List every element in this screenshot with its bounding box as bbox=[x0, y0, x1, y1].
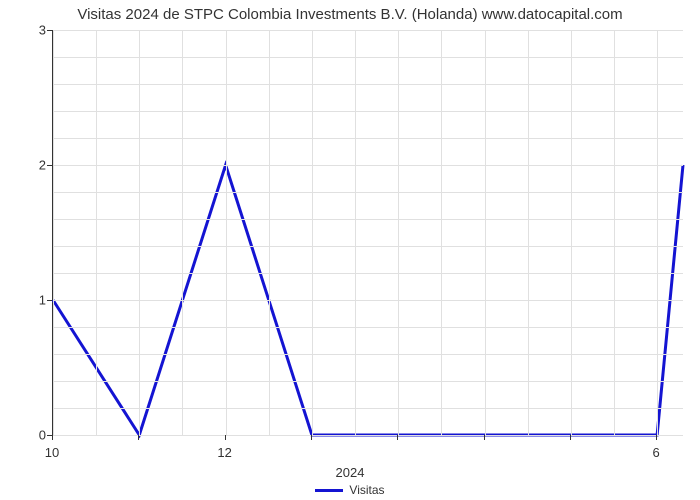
gridline-vertical bbox=[312, 30, 313, 435]
gridline-vertical bbox=[182, 30, 183, 435]
gridline-horizontal bbox=[53, 246, 683, 247]
gridline-vertical bbox=[355, 30, 356, 435]
x-tick bbox=[311, 435, 312, 440]
chart-title: Visitas 2024 de STPC Colombia Investment… bbox=[0, 6, 700, 23]
x-tick bbox=[656, 435, 657, 440]
legend-label: Visitas bbox=[349, 483, 384, 497]
gridline-horizontal bbox=[53, 354, 683, 355]
gridline-horizontal bbox=[53, 165, 683, 166]
gridline-vertical bbox=[528, 30, 529, 435]
gridline-vertical bbox=[571, 30, 572, 435]
gridline-vertical bbox=[657, 30, 658, 435]
gridline-vertical bbox=[614, 30, 615, 435]
gridline-horizontal bbox=[53, 84, 683, 85]
y-tick-label: 0 bbox=[39, 428, 46, 443]
gridline-vertical bbox=[96, 30, 97, 435]
gridline-vertical bbox=[441, 30, 442, 435]
x-tick bbox=[138, 435, 139, 440]
gridline-horizontal bbox=[53, 192, 683, 193]
y-tick-label: 1 bbox=[39, 293, 46, 308]
chart-container: Visitas 2024 de STPC Colombia Investment… bbox=[0, 0, 700, 500]
legend-line-swatch bbox=[315, 489, 343, 492]
x-tick-label: 12 bbox=[217, 445, 231, 460]
x-tick bbox=[570, 435, 571, 440]
gridline-vertical bbox=[485, 30, 486, 435]
gridline-horizontal bbox=[53, 327, 683, 328]
gridline-vertical bbox=[226, 30, 227, 435]
legend: Visitas bbox=[0, 483, 700, 497]
y-tick-label: 2 bbox=[39, 158, 46, 173]
gridline-horizontal bbox=[53, 408, 683, 409]
x-axis-title: 2024 bbox=[0, 465, 700, 480]
gridline-vertical bbox=[53, 30, 54, 435]
y-tick bbox=[47, 300, 52, 301]
line-path-svg bbox=[53, 30, 683, 435]
plot-area bbox=[52, 30, 683, 436]
y-tick-label: 3 bbox=[39, 23, 46, 38]
x-tick bbox=[225, 435, 226, 440]
x-tick bbox=[397, 435, 398, 440]
gridline-horizontal bbox=[53, 381, 683, 382]
gridline-vertical bbox=[139, 30, 140, 435]
x-tick-label: 6 bbox=[652, 445, 659, 460]
gridline-vertical bbox=[398, 30, 399, 435]
gridline-horizontal bbox=[53, 138, 683, 139]
gridline-horizontal bbox=[53, 435, 683, 436]
gridline-horizontal bbox=[53, 111, 683, 112]
y-tick bbox=[47, 165, 52, 166]
x-tick bbox=[484, 435, 485, 440]
gridline-horizontal bbox=[53, 30, 683, 31]
gridline-horizontal bbox=[53, 273, 683, 274]
y-tick bbox=[47, 30, 52, 31]
gridline-horizontal bbox=[53, 219, 683, 220]
gridline-horizontal bbox=[53, 300, 683, 301]
x-tick bbox=[52, 435, 53, 440]
gridline-vertical bbox=[269, 30, 270, 435]
gridline-horizontal bbox=[53, 57, 683, 58]
x-tick-label: 10 bbox=[45, 445, 59, 460]
